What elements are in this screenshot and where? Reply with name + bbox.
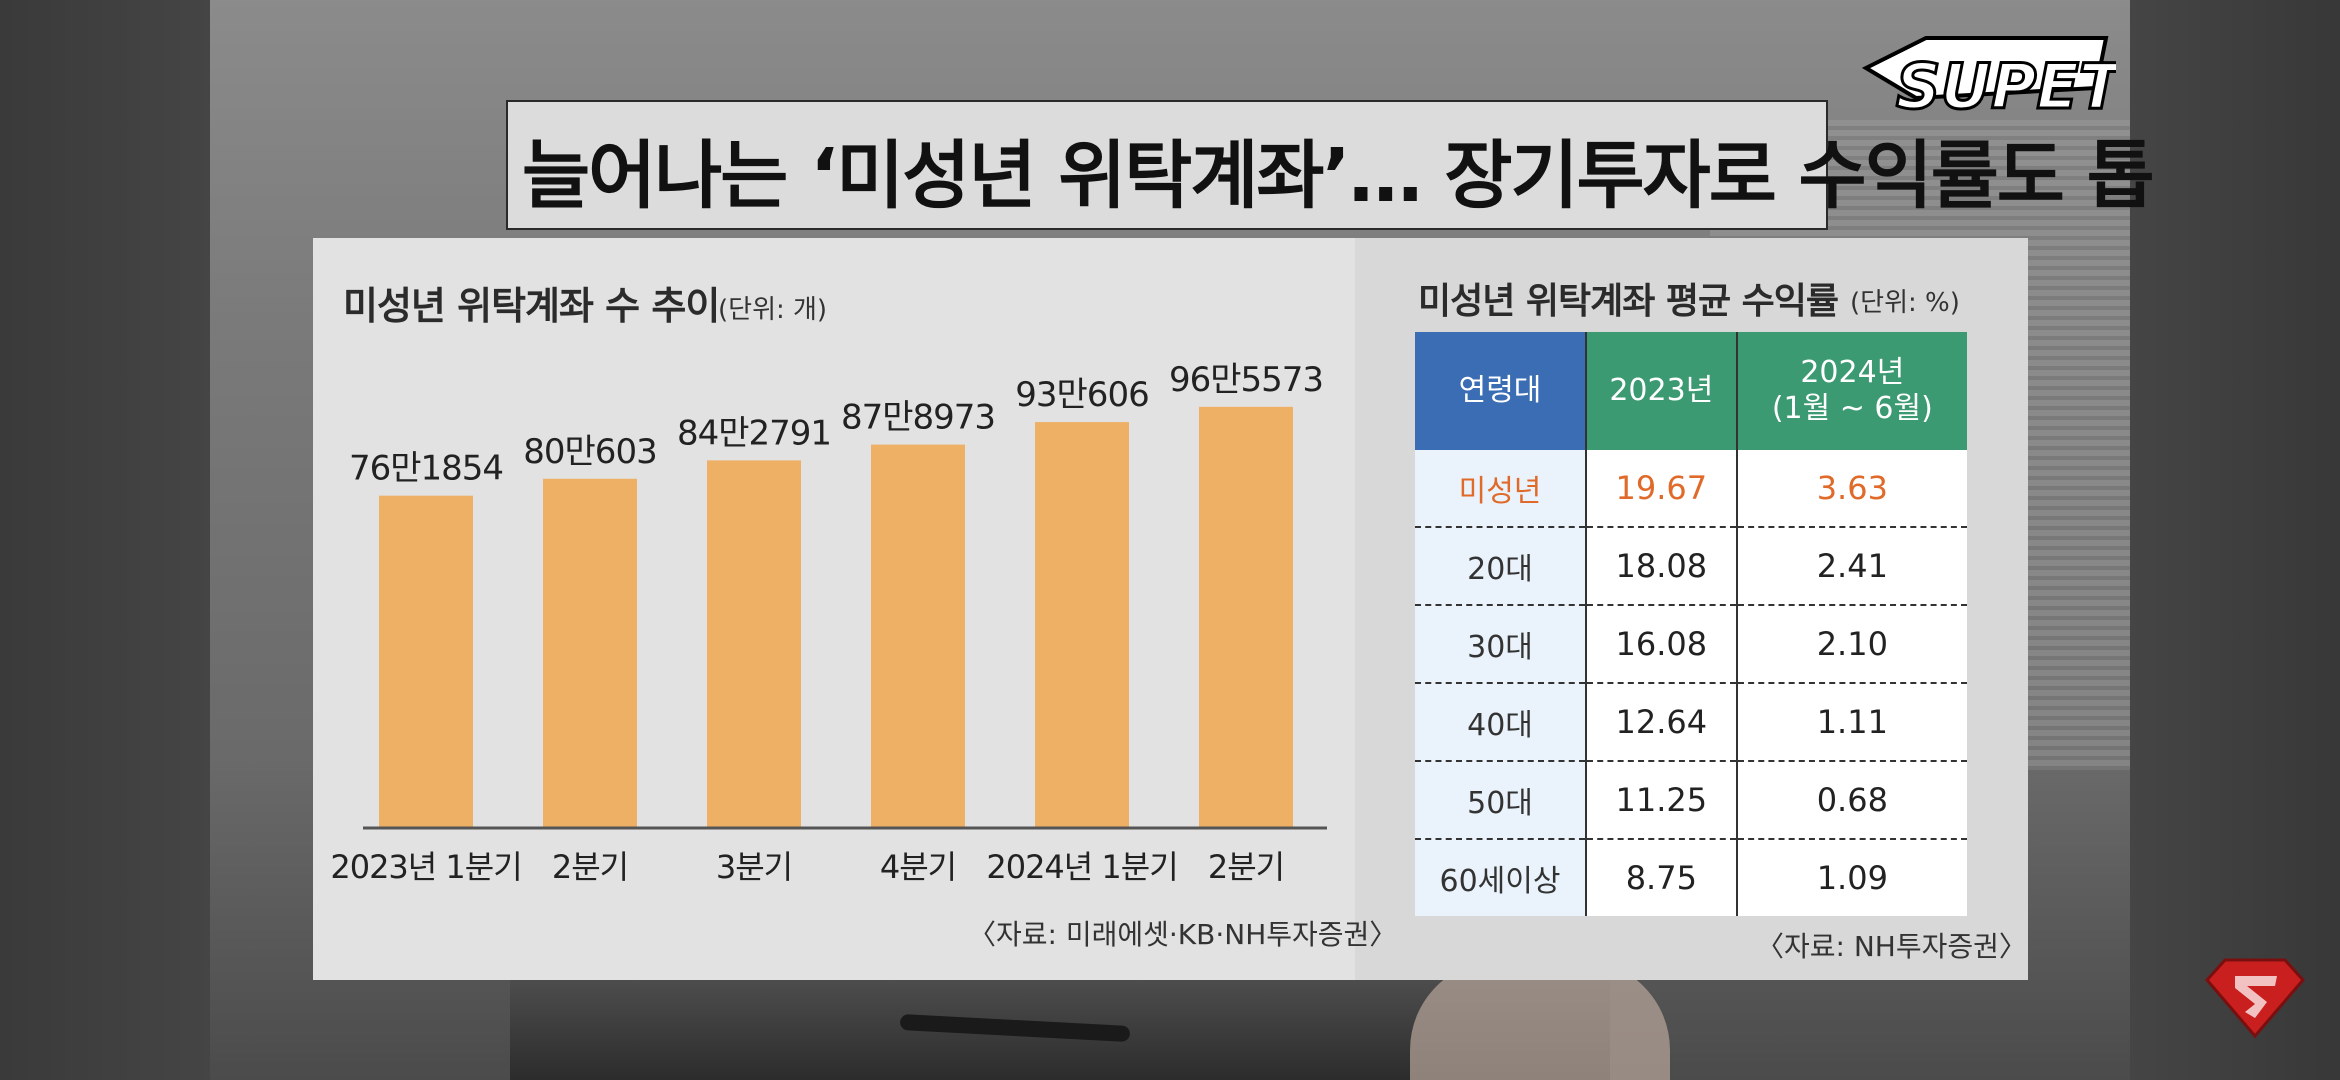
superman-s-icon: [2205, 958, 2305, 1038]
header-2024: 2024년 (1월 ~ 6월): [1735, 332, 1967, 450]
row-age: 30대: [1415, 604, 1586, 683]
bar-value-label: 84만2791: [677, 413, 831, 453]
chart-bar: [1199, 406, 1293, 828]
returns-table: 연령대 2023년 2024년 (1월 ~ 6월) 미성년 19.67 3.63 …: [1415, 332, 1967, 916]
table-row: 20대 18.08 2.41: [1415, 526, 1967, 605]
bar-value-label: 93만606: [1015, 375, 1148, 415]
table-title: 미성년 위탁계좌 평균 수익률: [1418, 281, 1839, 322]
header-2023: 2023년: [1585, 332, 1737, 450]
logo-text: SUPETV: [1896, 50, 2116, 123]
row-age: 미성년: [1415, 450, 1586, 527]
row-2024: 3.63: [1735, 450, 1967, 527]
supetv-logo: SUPETV: [1861, 36, 2116, 125]
row-age: 50대: [1415, 760, 1586, 839]
row-age: 40대: [1415, 682, 1586, 761]
x-tick-label: 4분기: [880, 848, 956, 886]
table-row: 50대 11.25 0.68: [1415, 760, 1967, 839]
letterbox-left: [0, 0, 210, 1080]
row-age: 60세이상: [1415, 838, 1586, 916]
bar-value-label: 87만8973: [841, 398, 995, 438]
bar-value-label: 96만5573: [1169, 360, 1323, 400]
row-2023: 18.08: [1585, 526, 1737, 605]
x-tick-label: 2023년 1분기: [330, 848, 521, 886]
chart-bar: [543, 478, 637, 828]
x-tick-label: 2분기: [1208, 848, 1284, 886]
x-tick-label: 2024년 1분기: [986, 848, 1177, 886]
row-2024: 1.11: [1735, 682, 1967, 761]
header-age: 연령대: [1415, 332, 1586, 450]
chart-title: 미성년 위탁계좌 수 추이: [343, 284, 720, 328]
table-source: 〈자료: NH투자증권〉: [1756, 930, 2027, 963]
row-2024: 1.09: [1735, 838, 1967, 916]
table-row: 30대 16.08 2.10: [1415, 604, 1967, 683]
table-row: 40대 12.64 1.11: [1415, 682, 1967, 761]
row-2024: 0.68: [1735, 760, 1967, 839]
bar-value-label: 76만1854: [349, 449, 503, 489]
table-row: 미성년 19.67 3.63: [1415, 450, 1967, 527]
chart-bar: [707, 460, 801, 828]
row-2024: 2.41: [1735, 526, 1967, 605]
row-2023: 16.08: [1585, 604, 1737, 683]
header-2024-year: 2024년: [1800, 355, 1905, 390]
row-2023: 8.75: [1585, 838, 1737, 916]
x-tick-label: 2분기: [552, 848, 628, 886]
account-count-bar-chart: 76만1854 2023년 1분기 80만603 2분기 84만2791 3분기 87만89…: [330, 360, 1327, 886]
chart-source: 〈자료: 미래에셋·KB·NH투자증권〉: [968, 918, 1398, 951]
chart-unit: (단위: 개): [718, 295, 828, 325]
letterbox-right: [2130, 0, 2340, 1080]
table-header-row: 연령대 2023년 2024년 (1월 ~ 6월): [1415, 332, 1967, 450]
header-2024-period: (1월 ~ 6월): [1771, 391, 1933, 426]
chart-bar: [379, 495, 473, 828]
bar-value-label: 80만603: [523, 432, 656, 472]
row-age: 20대: [1415, 526, 1586, 605]
row-2023: 19.67: [1585, 450, 1737, 527]
row-2023: 11.25: [1585, 760, 1737, 839]
table-row: 60세이상 8.75 1.09: [1415, 838, 1967, 916]
row-2023: 12.64: [1585, 682, 1737, 761]
headline-text: 늘어나는 ‘미성년 위탁계좌’… 장기투자로 수익률도 톱: [522, 133, 2155, 219]
background-hand: [1410, 960, 1670, 1080]
row-2024: 2.10: [1735, 604, 1967, 683]
table-unit: (단위: %): [1850, 288, 1960, 318]
chart-bar: [871, 444, 965, 828]
news-headline: 늘어나는 ‘미성년 위탁계좌’… 장기투자로 수익률도 톱: [506, 100, 2155, 230]
chart-bar: [1035, 422, 1129, 828]
x-tick-label: 3분기: [716, 848, 792, 886]
